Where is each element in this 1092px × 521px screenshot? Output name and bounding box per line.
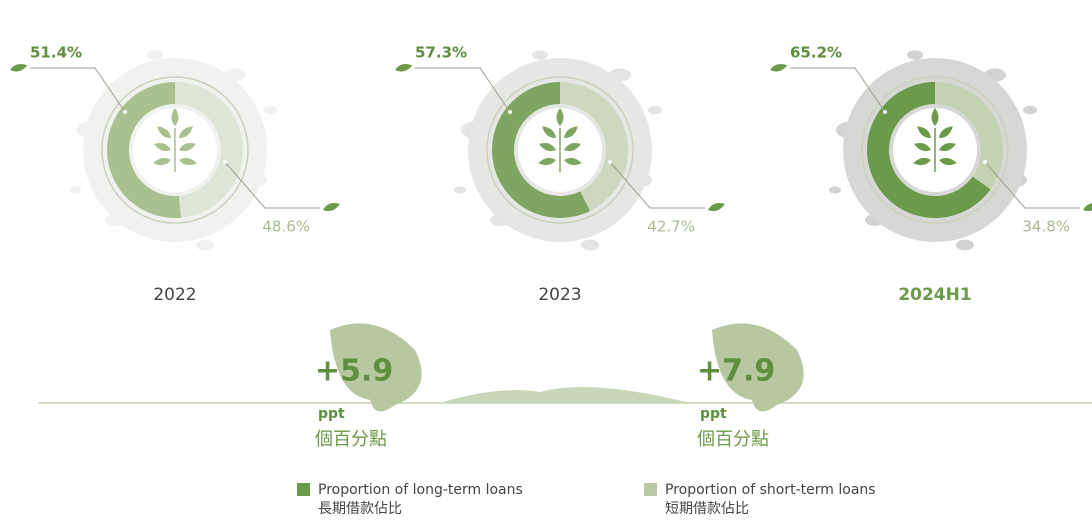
splash (196, 240, 214, 251)
legend-label: Proportion of short-term loans (665, 482, 876, 498)
year-label: 2023 (538, 285, 581, 305)
long-value-label: 65.2% (790, 44, 842, 62)
splash (829, 186, 841, 193)
leaf-icon (394, 62, 413, 73)
splash (147, 50, 163, 60)
long-value-label: 51.4% (30, 44, 82, 62)
leader-dot (983, 160, 987, 164)
splash (956, 240, 974, 251)
chart: 51.4% 48.6% 2022 57.3% 42.7% 2023 65.2% 34.8% 20… (0, 0, 1092, 521)
change-value: +5.9 (315, 354, 393, 389)
change-value: +7.9 (697, 354, 775, 389)
splash (1023, 106, 1037, 114)
splash (454, 186, 466, 193)
legend-label-zh: 短期借款佔比 (665, 501, 749, 517)
splash (581, 240, 599, 251)
splash (263, 106, 277, 114)
leaf-icon (9, 62, 28, 73)
leader-dot (883, 110, 887, 114)
legend-swatch (644, 483, 657, 496)
year-label: 2024H1 (898, 285, 971, 305)
long-value-label: 57.3% (415, 44, 467, 62)
leaf-icon (1082, 201, 1092, 214)
splash (69, 186, 81, 193)
change-unit: ppt (700, 406, 727, 422)
leader-dot (123, 110, 127, 114)
short-value-label: 48.6% (262, 218, 310, 236)
splash (532, 50, 548, 60)
short-value-label: 42.7% (647, 218, 695, 236)
legend-label: Proportion of long-term loans (318, 482, 523, 498)
change-unit-zh: 個百分點 (697, 429, 769, 450)
leader-dot (608, 160, 612, 164)
leaf-icon (322, 201, 341, 214)
leaf-icon (707, 201, 726, 214)
change-unit: ppt (318, 406, 345, 422)
leaf-icon (769, 62, 788, 73)
leader-dot (223, 160, 227, 164)
leader-dot (508, 110, 512, 114)
legend-label-zh: 長期借款佔比 (318, 501, 402, 517)
legend-swatch (297, 483, 310, 496)
page: {"chart_data": {"type": "donut", "catego… (0, 0, 1092, 521)
short-value-label: 34.8% (1022, 218, 1070, 236)
splash (648, 106, 662, 114)
hill (440, 387, 690, 403)
splash (907, 50, 923, 60)
year-label: 2022 (153, 285, 196, 305)
change-unit-zh: 個百分點 (315, 429, 387, 450)
